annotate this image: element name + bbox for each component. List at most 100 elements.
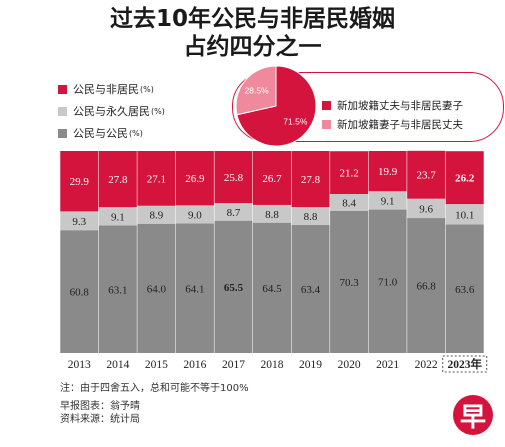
- legend-label: 公民与永久居民: [73, 105, 150, 118]
- bar-value-label: 64.0: [147, 283, 167, 295]
- bar-value-label: 25.8: [224, 172, 244, 184]
- legend-item-citizen-pr: 公民与永久居民 (%): [58, 102, 165, 120]
- x-tick-label: 2020: [338, 359, 361, 371]
- bar-value-label: 9.0: [188, 209, 202, 221]
- pie-slice-label: 71.5%: [283, 117, 308, 127]
- bar-value-label: 27.8: [108, 174, 128, 186]
- legend-label: 公民与公民: [73, 127, 128, 140]
- x-tick-label: 2016: [183, 359, 206, 371]
- bar-value-label: 26.7: [262, 173, 282, 185]
- legend-swatch-light-gray: [58, 106, 67, 116]
- bar-value-label: 65.5: [224, 282, 244, 294]
- x-tick-label: 2015: [145, 359, 168, 371]
- bar-value-label: 64.5: [262, 283, 282, 295]
- bar-segment: [407, 150, 446, 199]
- bar-segment: [445, 151, 484, 205]
- bar-segment: [407, 218, 446, 353]
- bar-segment: [60, 230, 99, 353]
- bar-value-label: 64.1: [185, 283, 204, 295]
- bar-value-label: 8.9: [149, 210, 163, 222]
- bar-segment: [253, 151, 291, 205]
- bar-segment: [98, 207, 137, 226]
- bar-value-label: 9.6: [419, 203, 433, 215]
- bar-segment: [98, 151, 137, 208]
- x-tick-label: 2022: [415, 359, 438, 371]
- bar-segment: [330, 151, 369, 195]
- inset-pie-legend: 新加坡籍丈夫与非居民妻子 新加坡籍妻子与非居民丈夫: [322, 97, 463, 135]
- bar-segment: [330, 194, 369, 211]
- chart-title-line-2: 占约四分之一: [183, 34, 322, 60]
- bar-segment: [137, 151, 176, 206]
- footnote: 注：由于四舍五入，总和可能不等于100%: [60, 383, 249, 394]
- bar-segment: [291, 207, 330, 225]
- bar-segment: [253, 204, 291, 223]
- bar-value-label: 66.8: [417, 281, 437, 293]
- bar-segment: [445, 224, 484, 353]
- bar-segment: [291, 151, 330, 208]
- bar-value-label: 63.1: [108, 284, 127, 296]
- legend-item-citizen-citizen: 公民与公民 (%): [58, 124, 165, 142]
- bar-value-label: 63.6: [455, 284, 475, 296]
- bar-segment: [291, 224, 330, 353]
- bar-value-label: 27.1: [147, 173, 166, 185]
- source-credit: 资料来源：统计局: [60, 414, 140, 425]
- x-tick-label: 2018: [261, 359, 284, 371]
- chart-title-line-1: 过去10年公民与非居民婚姻: [109, 6, 395, 32]
- bar-segment: [175, 151, 214, 206]
- bar-value-label: 27.8: [301, 174, 321, 186]
- bar-value-label: 26.2: [455, 173, 475, 185]
- chart-credit: 早报图表：翁予晴: [60, 401, 140, 412]
- legend-unit: (%): [129, 128, 143, 138]
- bar-value-label: 70.3: [339, 277, 359, 289]
- zaobao-logo: 早: [453, 395, 493, 435]
- bar-segment: [368, 209, 407, 353]
- bar-segment: [175, 223, 214, 353]
- bar-segment: [214, 151, 253, 204]
- legend-swatch-red: [322, 100, 331, 110]
- bar-segment: [60, 211, 99, 231]
- bar-segment: [330, 210, 369, 353]
- pie-slice: [235, 65, 277, 116]
- bar-value-label: 29.9: [70, 176, 90, 188]
- bar-value-label: 21.2: [339, 168, 358, 180]
- bar-segment: [214, 203, 253, 221]
- x-tick-label: 2019: [299, 359, 322, 371]
- legend-unit: (%): [140, 84, 154, 94]
- bar-segment: [137, 205, 176, 224]
- bar-value-label: 8.4: [342, 198, 356, 210]
- bar-value-label: 8.8: [265, 209, 279, 221]
- bar-segment: [214, 220, 253, 353]
- inset-legend-label: 新加坡籍丈夫与非居民妻子: [337, 99, 463, 112]
- pie-slice-label: 28.5%: [245, 85, 270, 95]
- x-tick-label: 2014: [106, 359, 129, 371]
- bar-value-label: 19.9: [378, 166, 398, 178]
- bar-value-label: 60.8: [70, 287, 90, 299]
- bar-value-label: 71.0: [378, 276, 398, 288]
- bar-value-label: 9.1: [111, 211, 125, 223]
- legend-item-citizen-nonresident: 公民与非居民 (%): [58, 80, 165, 98]
- legend-swatch-dark-gray: [58, 128, 67, 138]
- bar-segment: [253, 222, 291, 353]
- bar-segment: [98, 225, 137, 353]
- bar-segment: [368, 151, 407, 192]
- bar-value-label: 63.4: [301, 284, 321, 296]
- bar-value-label: 8.7: [227, 207, 241, 219]
- highlight-box: [442, 355, 488, 373]
- bar-value-label: 23.7: [417, 170, 437, 182]
- x-tick-label: 2013: [68, 359, 91, 371]
- bar-value-label: 10.1: [455, 209, 474, 221]
- legend-swatch-pink: [322, 119, 331, 129]
- x-tick-label: 2021: [376, 359, 399, 371]
- bar-segment: [368, 191, 407, 210]
- inset-legend-label: 新加坡籍妻子与非居民丈夫: [337, 118, 463, 131]
- inset-legend-item-wife: 新加坡籍妻子与非居民丈夫: [322, 116, 463, 132]
- bar-segment: [60, 151, 99, 212]
- legend-swatch-red: [58, 84, 67, 94]
- bar-segment: [445, 204, 484, 225]
- inset-legend-item-husband: 新加坡籍丈夫与非居民妻子: [322, 97, 463, 113]
- x-tick-label: 2023年: [447, 357, 482, 371]
- bar-segment: [407, 198, 446, 219]
- bar-segment: [137, 223, 176, 353]
